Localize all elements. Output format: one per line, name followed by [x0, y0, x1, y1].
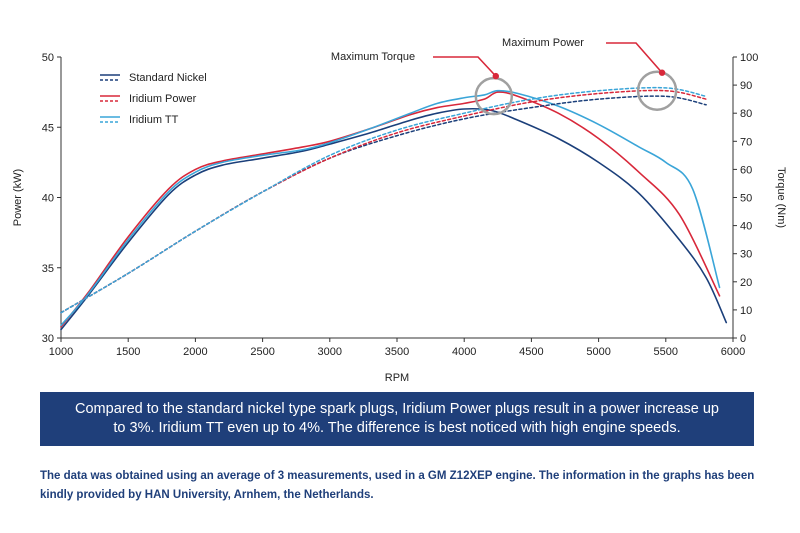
y-right-tick-label: 30	[740, 249, 752, 261]
legend-label-standard-nickel: Standard Nickel	[129, 72, 207, 84]
y-right-tick-label: 60	[740, 164, 752, 176]
legend: Standard Nickel Iridium Power Iridium TT	[100, 72, 207, 126]
x-axis-title: RPM	[385, 372, 409, 384]
summary-text: Compared to the standard nickel type spa…	[75, 401, 719, 436]
max-torque-marker	[492, 72, 499, 80]
max-torque-leader-line	[433, 56, 497, 77]
y-left-tick-label: 30	[42, 333, 54, 345]
y-left-axis-title: Power (kW)	[12, 169, 24, 226]
y-right-tick-label: 70	[740, 136, 752, 148]
y-right-axis-title: Torque (Nm)	[775, 167, 787, 228]
y-left-tick-label: 35	[42, 263, 54, 275]
annotations: Maximum Torque Maximum Power	[331, 37, 678, 116]
max-power-label: Maximum Power	[502, 37, 584, 49]
max-power-leader-line	[606, 42, 663, 74]
summary-banner: Compared to the standard nickel type spa…	[40, 392, 754, 446]
x-tick-label: 5500	[654, 346, 678, 358]
x-tick-label: 5000	[586, 346, 610, 358]
x-tick-label: 3000	[318, 346, 342, 358]
curves	[60, 86, 728, 331]
y-right-tick-label: 100	[740, 52, 758, 64]
x-tick-label: 6000	[721, 346, 745, 358]
axes: 1000 1500 2000 2500 3000 3500 4000 4500 5000 5500…	[12, 52, 787, 384]
max-power-marker	[658, 69, 666, 76]
max-torque-label: Maximum Torque	[331, 51, 415, 63]
y-left-tick-label: 50	[42, 52, 54, 64]
x-tick-label: 2500	[250, 346, 274, 358]
y-right-tick-label: 20	[740, 277, 752, 289]
y-left-tick-label: 40	[42, 193, 54, 205]
y-right-tick-label: 10	[740, 305, 752, 317]
standard-nickel-power-line	[60, 107, 728, 331]
y-right-tick-label: 90	[740, 80, 752, 92]
x-tick-label: 1500	[116, 346, 140, 358]
legend-label-iridium-power: Iridium Power	[129, 93, 197, 105]
power-torque-chart: 1000 1500 2000 2500 3000 3500 4000 4500 5000 5500…	[12, 37, 787, 384]
x-tick-label: 2000	[183, 346, 207, 358]
iridium-power-power-line	[60, 91, 721, 328]
y-right-tick-label: 80	[740, 108, 752, 120]
iridium-tt-torque-line	[60, 86, 707, 314]
footnote: The data was obtained using an average o…	[40, 470, 755, 501]
y-right-tick-label: 0	[740, 333, 746, 345]
legend-label-iridium-tt: Iridium TT	[129, 114, 179, 126]
x-tick-label: 1000	[49, 346, 73, 358]
max-power-highlight-circle	[636, 70, 678, 111]
iridium-tt-power-line	[60, 89, 721, 327]
y-right-tick-label: 50	[740, 193, 752, 205]
x-tick-label: 4000	[452, 346, 476, 358]
x-tick-label: 4500	[519, 346, 543, 358]
x-tick-label: 3500	[385, 346, 409, 358]
y-left-tick-label: 45	[42, 122, 54, 134]
y-right-tick-label: 40	[740, 221, 752, 233]
